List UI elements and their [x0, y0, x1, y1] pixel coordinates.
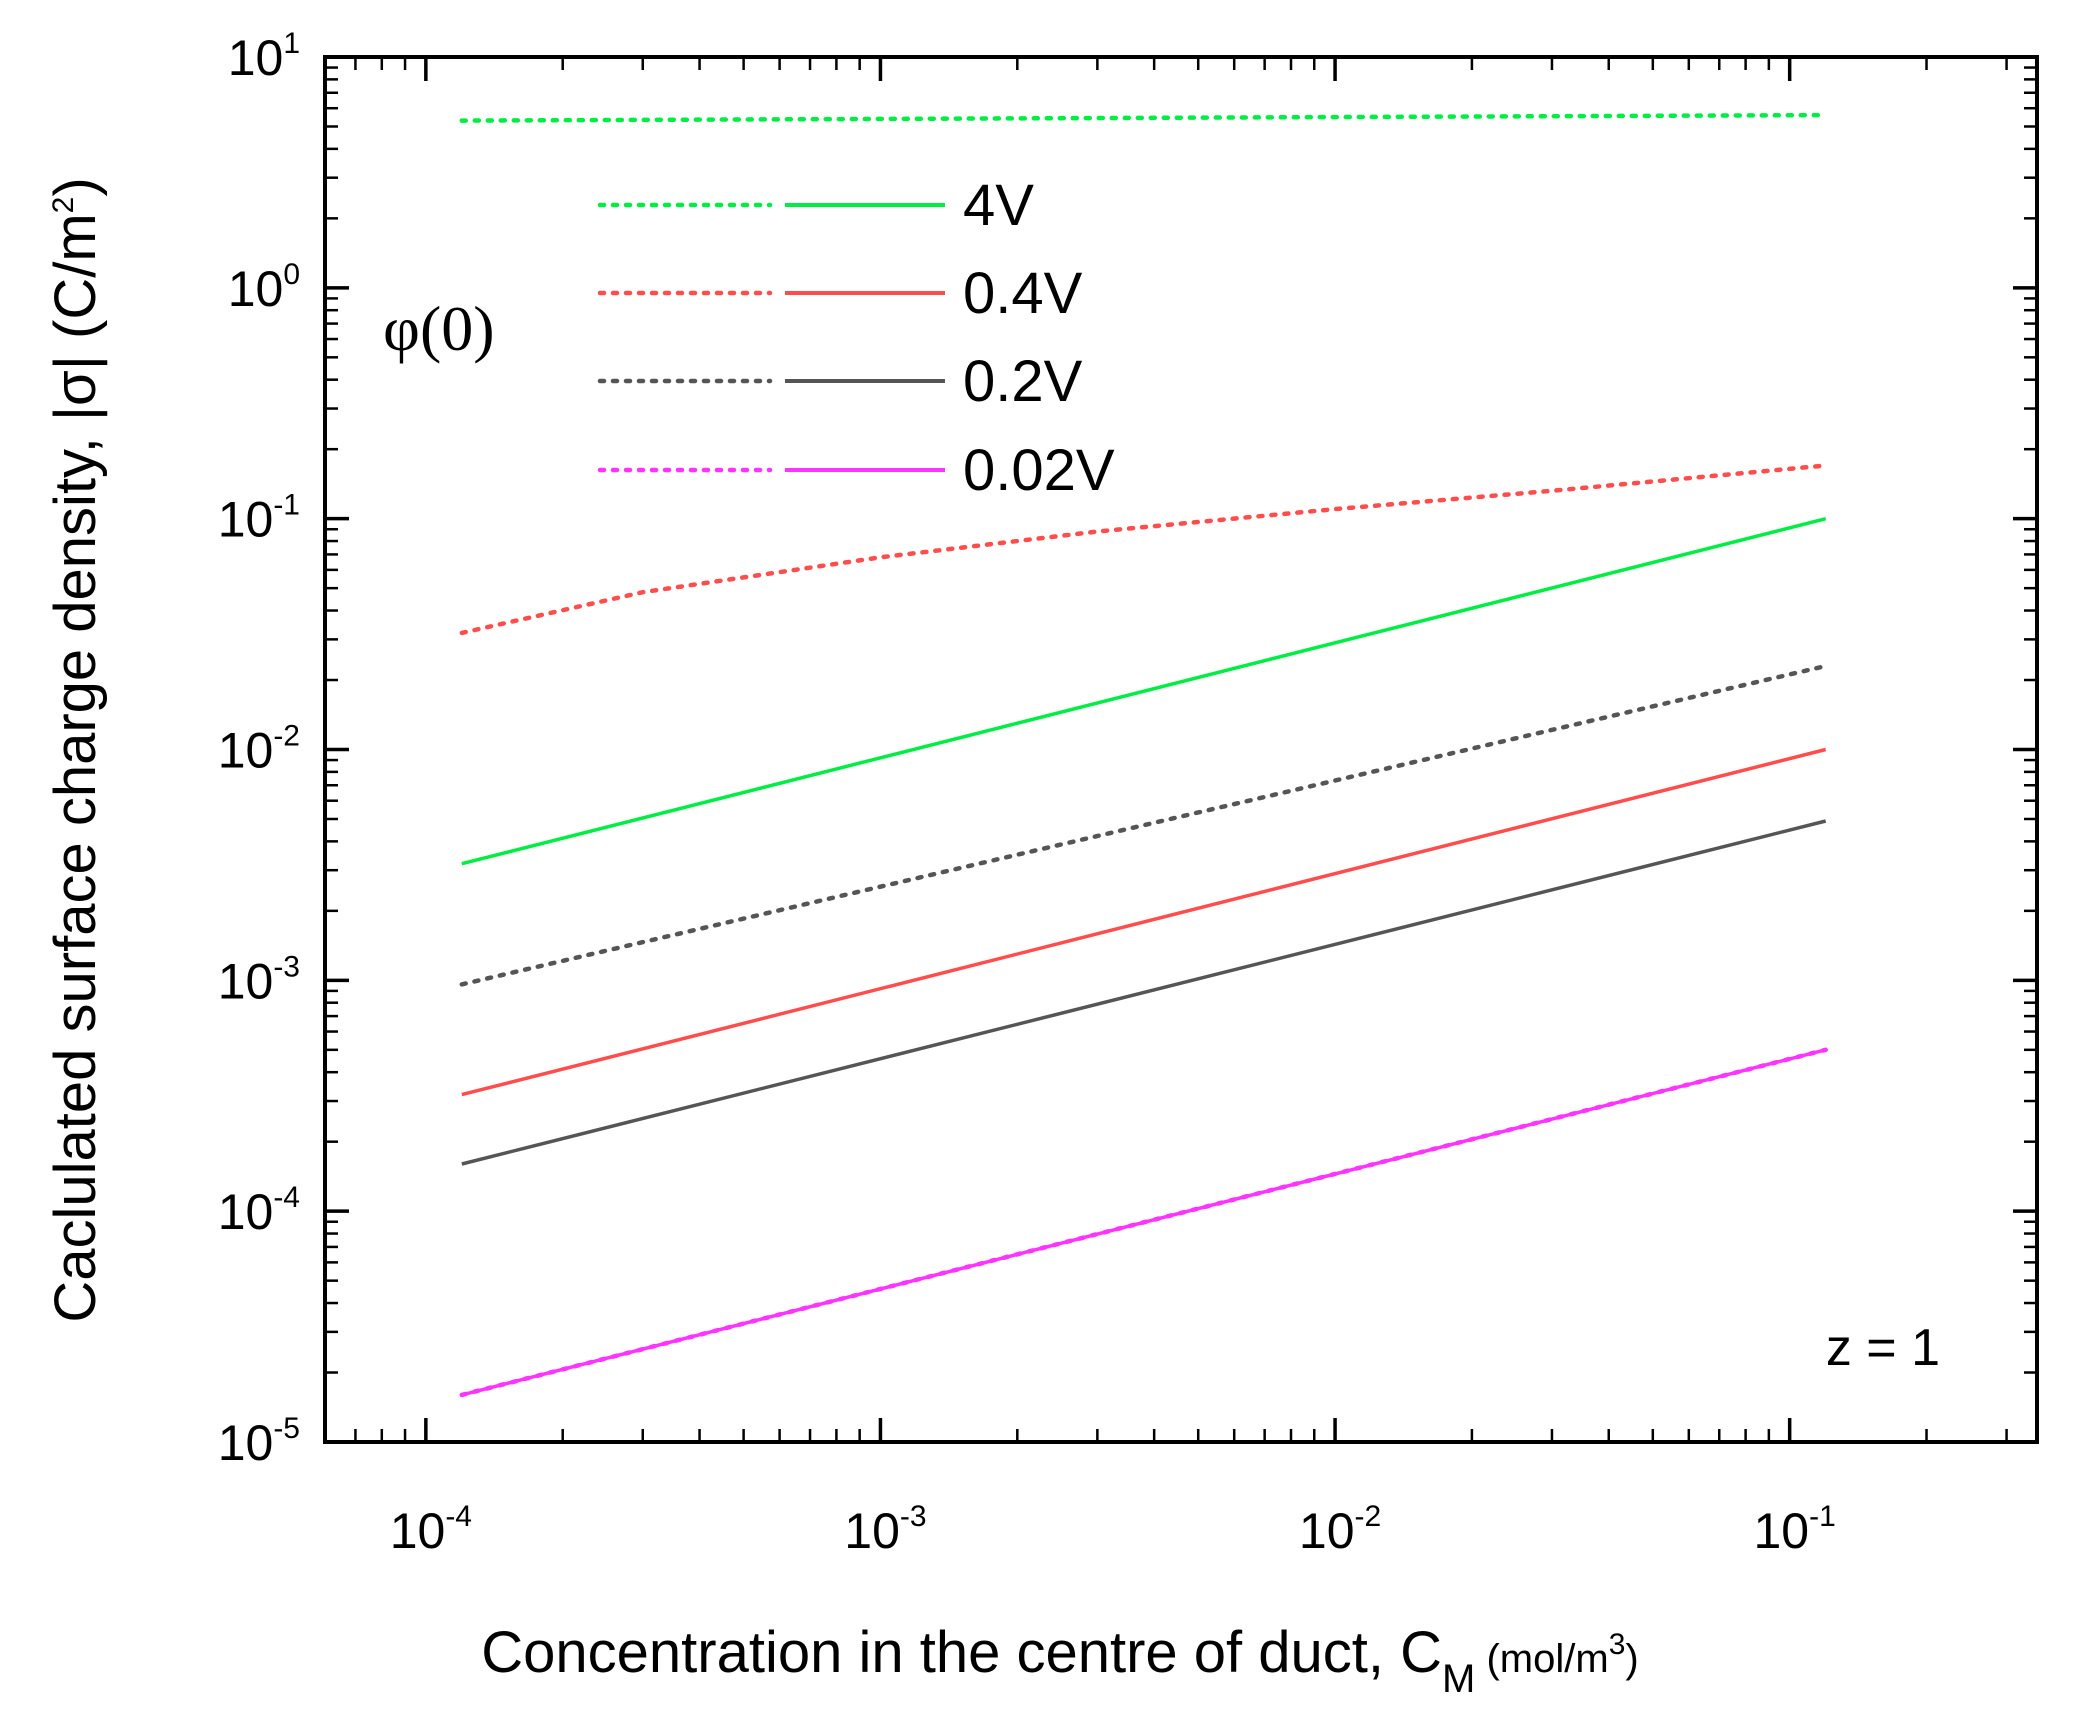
y-tick-label: 10-1 [218, 489, 300, 548]
annotation-z: z = 1 [1826, 1319, 1940, 1377]
y-tick-label: 10-4 [218, 1181, 300, 1240]
legend-label: 4V [963, 173, 1034, 238]
y-tick-label: 10-2 [218, 720, 300, 779]
axis-ticks [323, 55, 2037, 1444]
x-tick-label: 10-1 [1754, 1500, 1836, 1559]
series-line-0p2V-solid [461, 819, 1827, 1166]
series-line-0p02V-solid [461, 1048, 1827, 1397]
legend-title: φ(0) [383, 293, 495, 364]
series-line-0p4V-solid [461, 747, 1827, 1097]
y-axis-title: Caclulated surface charge density, |σ| (… [43, 177, 108, 1322]
legend-label: 0.2V [963, 349, 1083, 414]
y-tick-label: 10-3 [218, 950, 300, 1009]
series-line-4V-dotted [459, 112, 1828, 123]
x-axis-title: Concentration in the centre of duct, CM … [481, 1620, 1638, 1701]
tick-labels: 10-4 10-3 10-2 10-1 10-5 10-4 10-3 10-2 10-1 100 1… [218, 27, 1836, 1559]
legend-label: 0.02V [963, 438, 1115, 503]
series-line-0p2V-dotted [459, 663, 1828, 987]
series-line-0p4V-dotted [459, 463, 1828, 636]
plot-series [459, 112, 1828, 1398]
series-line-4V-solid [461, 517, 1827, 866]
plot-frame [323, 55, 2039, 1444]
legend: φ(0) 4V 0.4V 0.2V 0.02V [383, 173, 1115, 503]
y-tick-label: 10-5 [218, 1412, 300, 1471]
x-tick-label: 10-3 [844, 1500, 926, 1559]
legend-label: 0.4V [963, 261, 1083, 326]
x-tick-label: 10-4 [390, 1500, 472, 1559]
x-tick-label: 10-2 [1299, 1500, 1381, 1559]
y-tick-label: 100 [228, 258, 300, 317]
y-tick-label: 101 [228, 27, 300, 86]
